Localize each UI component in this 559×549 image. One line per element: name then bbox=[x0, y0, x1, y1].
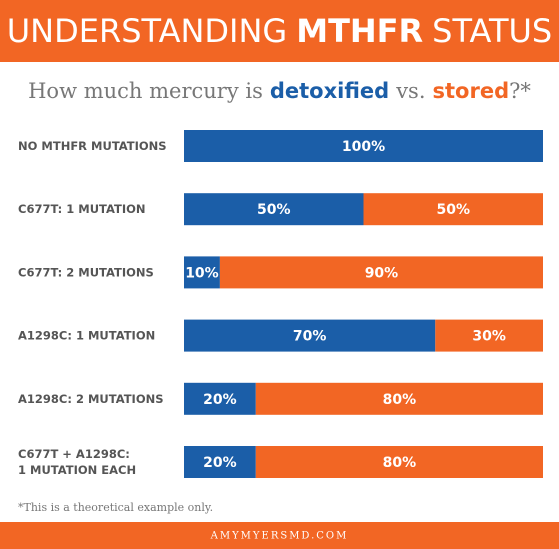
bar-segment bbox=[363, 193, 543, 226]
bar-segment bbox=[219, 256, 543, 289]
subtitle-part: How much mercury is bbox=[28, 79, 263, 103]
category-label: C677T: 1 MUTATION bbox=[18, 202, 146, 216]
chart-subtitle: How much mercury is detoxified vs. stored?* bbox=[28, 79, 531, 104]
bar-segment bbox=[255, 382, 544, 415]
bar-segment bbox=[184, 256, 220, 289]
value-label: 70% bbox=[293, 329, 327, 345]
bar-segment bbox=[184, 446, 256, 478]
value-label: 30% bbox=[472, 329, 506, 345]
bar-segment bbox=[435, 319, 543, 352]
legend-entry: stored bbox=[433, 79, 510, 103]
value-label: 90% bbox=[365, 265, 399, 281]
footer-text: AMYMYERSMD.COM bbox=[210, 531, 349, 542]
bar-segment bbox=[184, 193, 364, 226]
value-label: 80% bbox=[383, 455, 417, 471]
chart-title: UNDERSTANDING MTHFR STATUS bbox=[7, 12, 552, 50]
subtitle-part: vs. bbox=[395, 79, 425, 103]
value-label: 100% bbox=[342, 139, 385, 155]
value-label: 50% bbox=[257, 202, 291, 218]
category-label: A1298C: 1 MUTATION bbox=[18, 329, 155, 343]
bar-segment bbox=[255, 446, 544, 478]
value-label: 10% bbox=[185, 265, 219, 281]
footer-band bbox=[0, 522, 559, 549]
category-label: A1298C: 2 MUTATIONS bbox=[18, 392, 164, 406]
bar-segment bbox=[184, 130, 543, 162]
title-part: UNDERSTANDING bbox=[7, 12, 287, 50]
value-label: 50% bbox=[436, 202, 470, 218]
category-label: NO MTHFR MUTATIONS bbox=[18, 139, 167, 153]
subtitle-part: ?* bbox=[509, 79, 531, 103]
title-part: MTHFR bbox=[296, 12, 423, 50]
category-label: C677T: 2 MUTATIONS bbox=[18, 265, 154, 279]
bar-segment bbox=[184, 319, 436, 352]
footnote: *This is a theoretical example only. bbox=[18, 501, 213, 514]
value-label: 20% bbox=[203, 392, 237, 408]
header-band bbox=[0, 0, 559, 62]
legend-entry: detoxified bbox=[270, 79, 389, 103]
category-label: C677T + A1298C: 1 MUTATION EACH bbox=[18, 447, 136, 477]
value-label: 20% bbox=[203, 455, 237, 471]
title-part: STATUS bbox=[432, 12, 552, 50]
value-label: 80% bbox=[383, 392, 417, 408]
bar-segment bbox=[184, 382, 256, 415]
